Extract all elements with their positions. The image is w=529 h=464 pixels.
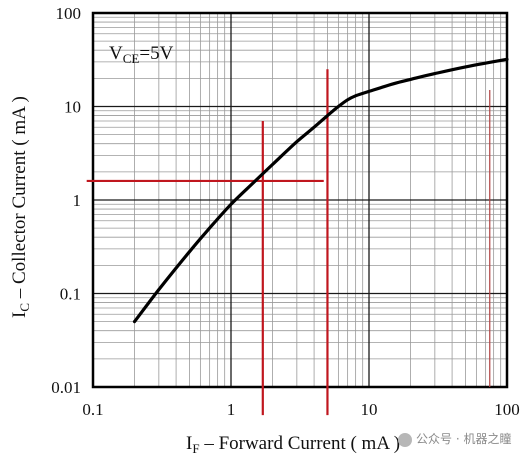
- y-axis-title-sub: C: [17, 303, 32, 312]
- y-tick-label: 1: [73, 191, 82, 210]
- x-axis-title: IF – Forward Current ( mA ): [186, 433, 400, 456]
- y-tick-label: 0.01: [51, 378, 81, 397]
- y-axis-title: IC – Collector Current ( mA ): [9, 96, 32, 318]
- x-tick-label: 10: [361, 400, 378, 419]
- plot-frame: [91, 11, 509, 389]
- watermark-text: 公众号 · 机器之瞳: [416, 432, 512, 446]
- marker-lines: [86, 69, 491, 416]
- wechat-icon: [398, 432, 412, 447]
- x-tick-label: 100: [494, 400, 520, 419]
- y-tick-label: 0.1: [60, 285, 81, 304]
- x-tick-label: 1: [227, 400, 236, 419]
- vce-annotation-rest: =5V: [139, 43, 173, 64]
- vce-annotation-sub: CE: [123, 51, 140, 66]
- vce-annotation-main: V: [109, 43, 123, 64]
- x-axis-title-sub: F: [192, 441, 199, 456]
- y-axis-title-main: I: [9, 312, 30, 318]
- x-axis-title-main: I: [186, 433, 192, 454]
- x-tick-labels: 0.1 1 10 100: [82, 400, 519, 419]
- y-tick-label: 10: [64, 98, 81, 117]
- y-tick-label: 100: [56, 4, 82, 23]
- watermark: 公众号 · 机器之瞳: [398, 430, 511, 447]
- series-line: [132, 57, 509, 324]
- y-tick-labels: 100 10 1 0.1 0.01: [51, 4, 81, 397]
- x-tick-label: 0.1: [82, 400, 103, 419]
- x-axis-title-rest: – Forward Current ( mA ): [200, 433, 401, 454]
- vce-annotation: VCE=5V: [109, 43, 174, 66]
- y-axis-title-rest: – Collector Current ( mA ): [9, 96, 30, 303]
- series-layer: [132, 57, 509, 324]
